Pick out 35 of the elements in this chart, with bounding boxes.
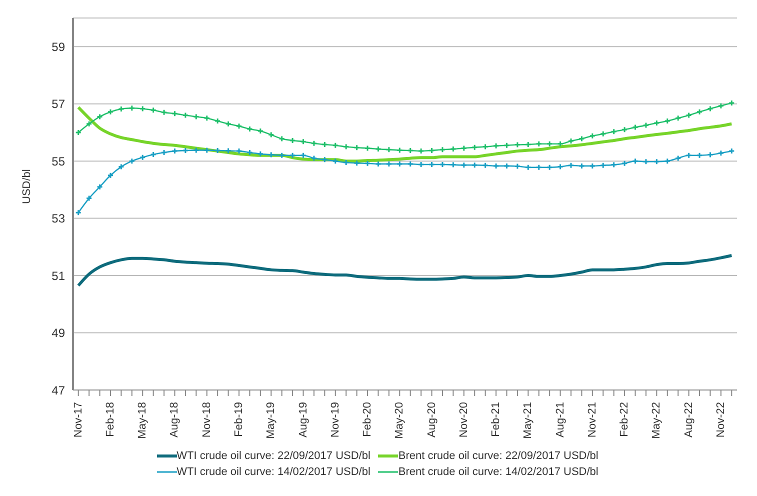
- x-tick-label: Nov-20: [458, 402, 470, 438]
- y-axis-title: USD/bl: [20, 169, 33, 204]
- y-tick-label: 47: [52, 383, 66, 398]
- x-tick-label: Aug-20: [426, 402, 438, 438]
- x-tick-label: May-18: [136, 402, 149, 439]
- legend-label: WTI crude oil curve: 14/02/2017 USD/bl: [176, 466, 370, 478]
- x-tick-label: May-22: [650, 402, 663, 439]
- x-tick-label: May-20: [394, 402, 406, 439]
- x-tick-label: Feb-22: [618, 402, 631, 437]
- line-series: [76, 254, 734, 288]
- y-tick-label: 55: [52, 154, 66, 168]
- x-tick-label: May-21: [522, 402, 534, 439]
- x-tick-label: Aug-18: [168, 402, 181, 438]
- legend-label: Brent crude oil curve: 14/02/2017 USD/bl: [398, 466, 598, 478]
- legend-label: WTI crude oil curve: 22/09/2017 USD/bl: [176, 450, 370, 462]
- x-tick-label: Feb-18: [104, 402, 116, 437]
- x-tick-label: Nov-18: [200, 402, 213, 438]
- y-tick-label: 51: [52, 268, 66, 283]
- x-tick-label: May-19: [265, 402, 278, 439]
- x-tick-label: Aug-21: [554, 402, 566, 438]
- y-tick-label: 53: [52, 212, 66, 226]
- y-tick-label: 59: [52, 40, 66, 54]
- y-tick-label: 49: [52, 326, 66, 340]
- y-tick-label: 57: [52, 97, 66, 112]
- x-tick-label: Nov-21: [586, 402, 598, 438]
- x-tick-label: Aug-22: [682, 402, 695, 438]
- x-tick-label: Aug-19: [297, 402, 310, 438]
- line-series: [76, 106, 734, 163]
- legend-label: Brent crude oil curve: 22/09/2017 USD/bl: [398, 450, 598, 462]
- x-tick-label: Nov-17: [72, 402, 84, 438]
- x-tick-label: Nov-22: [714, 402, 727, 438]
- x-tick-label: Feb-21: [490, 402, 502, 437]
- x-tick-label: Feb-20: [362, 402, 374, 437]
- x-tick-label: Nov-19: [329, 402, 342, 438]
- x-tick-label: Feb-19: [233, 402, 245, 437]
